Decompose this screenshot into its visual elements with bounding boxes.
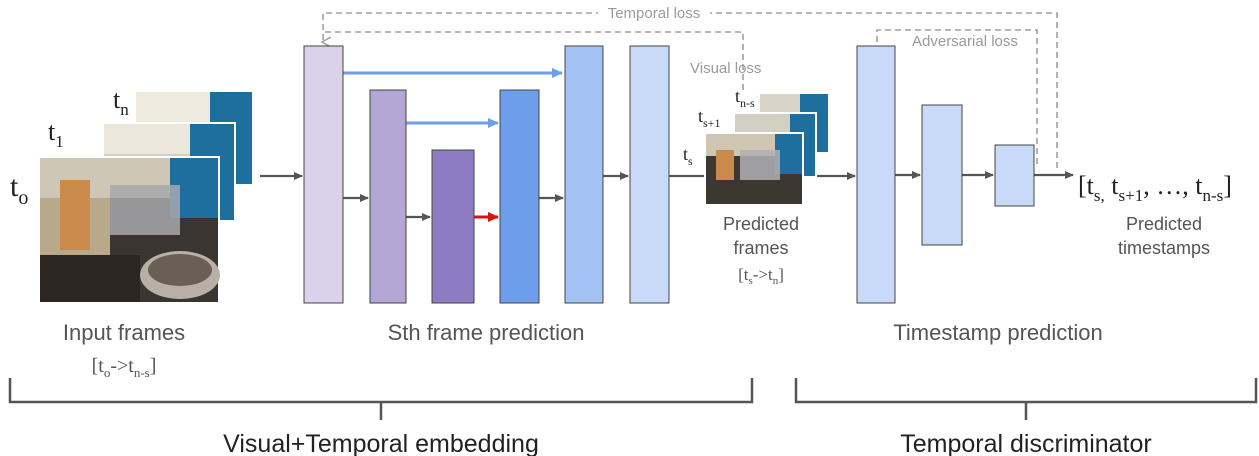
input-frame-label-2: tn bbox=[113, 85, 129, 119]
encoder-block-1 bbox=[303, 45, 344, 304]
decoder-block-2 bbox=[564, 45, 604, 304]
discriminator-blocks bbox=[856, 45, 1035, 304]
output-caption-line1: Predicted bbox=[1126, 214, 1202, 234]
decoder-block-3 bbox=[629, 45, 670, 304]
adversarial-loss-path bbox=[876, 29, 1038, 168]
output-sequence: [ts, ts+1, …, tn-s] bbox=[1078, 171, 1232, 205]
input-frames-caption: Input frames bbox=[63, 320, 185, 345]
discriminator-block-3 bbox=[994, 144, 1035, 207]
discriminator-block-2 bbox=[921, 104, 963, 246]
temporal-loss-label-bg bbox=[598, 4, 710, 22]
input-frame-label-0: to bbox=[10, 170, 28, 209]
right-group-bracket bbox=[794, 378, 1258, 420]
predicted-frames-caption-line2: frames bbox=[733, 238, 788, 258]
input-frame-label-1: t1 bbox=[48, 117, 64, 151]
discriminator-block-1 bbox=[856, 45, 896, 304]
temporal-loss-label: Temporal loss bbox=[608, 5, 701, 22]
right-group-label: Temporal discriminator bbox=[900, 430, 1151, 456]
predicted-frames-range: [ts->tn] bbox=[738, 265, 784, 287]
input-frames-stack bbox=[38, 92, 252, 304]
adversarial-loss-label: Adversarial loss bbox=[912, 33, 1018, 50]
predicted-frame-front bbox=[704, 132, 804, 206]
predicted-frames-caption-line1: Predicted bbox=[723, 214, 799, 234]
predicted-frame-label-2: tn-s bbox=[735, 86, 755, 110]
encoder-caption: Sth frame prediction bbox=[388, 320, 585, 345]
visual-loss-label: Visual loss bbox=[690, 60, 761, 77]
visual-loss-path bbox=[323, 31, 744, 90]
encoder-decoder-blocks bbox=[303, 45, 670, 304]
encoder-block-3 bbox=[431, 149, 475, 304]
predicted-ts-label: ts bbox=[683, 144, 693, 168]
output-caption-line2: timestamps bbox=[1118, 238, 1210, 258]
flow-arrows bbox=[260, 171, 1074, 221]
encoder-block-2 bbox=[369, 89, 407, 304]
left-group-label: Visual+Temporal embedding bbox=[223, 430, 539, 456]
predicted-frame-label-1: ts+1 bbox=[698, 106, 720, 130]
input-frames-range: [to->tn-s] bbox=[92, 355, 157, 380]
left-group-bracket bbox=[8, 378, 754, 420]
input-frame-front bbox=[38, 156, 220, 304]
discriminator-caption: Timestamp prediction bbox=[893, 320, 1102, 345]
predicted-frames-stack bbox=[704, 94, 828, 206]
decoder-block-1 bbox=[499, 89, 540, 304]
